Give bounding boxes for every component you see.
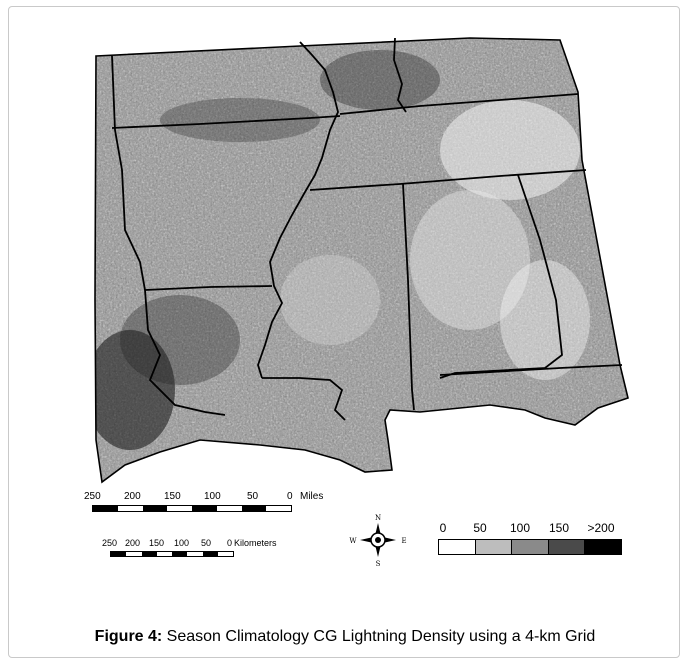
legend-swatch: [585, 540, 621, 554]
miles-tick-150: 150: [164, 491, 181, 502]
km-tick-250: 250: [102, 538, 118, 548]
km-tick-100: 100: [174, 538, 190, 548]
compass-e: E: [401, 537, 406, 545]
legend-swatch: [512, 540, 549, 554]
legend-swatch: [548, 540, 586, 554]
caption-label: Figure 4:: [94, 628, 163, 645]
compass-s: S: [376, 560, 381, 568]
legend-label-0: 0: [439, 521, 447, 535]
legend-label-150: 150: [548, 521, 570, 535]
lightning-density-map: [94, 37, 629, 484]
miles-tick-0: 0: [287, 491, 293, 502]
miles-tick-250: 250: [84, 491, 101, 502]
caption-text: Season Climatology CG Lightning Density …: [162, 628, 596, 645]
km-tick-150: 150: [149, 538, 165, 548]
figure-caption: Figure 4: Season Climatology CG Lightnin…: [0, 628, 690, 646]
legend-labels: 0 50 100 150 >200: [438, 521, 622, 535]
legend-label-100: 100: [509, 521, 531, 535]
miles-tick-100: 100: [204, 491, 221, 502]
km-tick-0: 0: [227, 538, 233, 548]
km-scale-bar: [110, 551, 234, 557]
legend-color-bar: [438, 539, 622, 555]
miles-tick-50: 50: [247, 491, 259, 502]
miles-scale-bar: [92, 505, 292, 512]
compass-rose-icon: N S W E: [349, 514, 406, 568]
compass-w: W: [349, 537, 357, 545]
km-tick-200: 200: [125, 538, 141, 548]
density-raster: [95, 38, 628, 482]
figure-frame: [8, 6, 680, 658]
km-unit: Kilometers: [234, 538, 277, 548]
legend-swatch: [475, 540, 513, 554]
miles-scale-labels: 250 200 150 100 50 0 Miles: [84, 491, 334, 503]
region-outline: [94, 37, 629, 484]
km-scale-labels: 250 200 150 100 50 0 Kilometers: [102, 538, 302, 550]
miles-tick-200: 200: [124, 491, 141, 502]
state-boundaries: [111, 37, 623, 421]
legend-label-200plus: >200: [587, 521, 615, 535]
km-tick-50: 50: [201, 538, 212, 548]
legend-swatch: [439, 540, 476, 554]
miles-unit: Miles: [300, 491, 324, 502]
compass-n: N: [375, 514, 381, 522]
legend-label-50: 50: [473, 521, 487, 535]
